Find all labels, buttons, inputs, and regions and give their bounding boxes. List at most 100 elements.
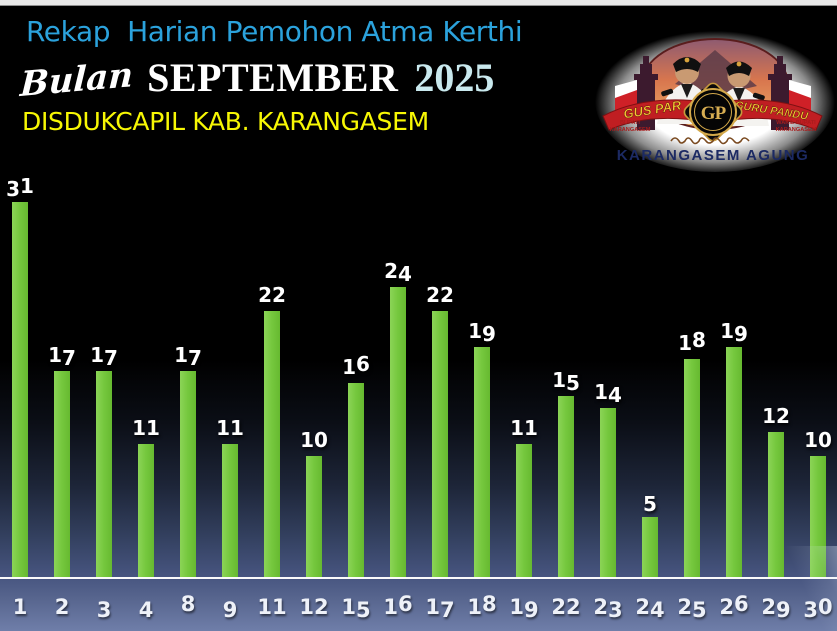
bar — [600, 407, 616, 577]
gp-emblem: GP — [683, 82, 743, 142]
bar — [348, 383, 364, 577]
bar-value-label: 11 — [132, 415, 160, 440]
left-caption: BUPATI KARANGASEM — [610, 120, 651, 133]
organization-name: DISDUKCAPIL KAB. KARANGASEM — [22, 107, 429, 136]
x-axis-tick: 11 — [251, 595, 293, 619]
svg-text:KARANGASEM: KARANGASEM — [776, 127, 817, 133]
x-axis-tick-label: 15 — [341, 595, 371, 622]
bar-value-label: 11 — [216, 415, 244, 440]
bar — [54, 371, 70, 577]
subtitle-year: 2025 — [414, 55, 495, 100]
x-axis-tick-label: 17 — [425, 595, 455, 622]
bar-value-label: 22 — [258, 282, 286, 307]
x-axis-tick-label: 23 — [593, 595, 623, 622]
balinese-script — [670, 137, 750, 145]
x-axis-tick-label: 1 — [12, 595, 28, 619]
x-axis-tick-label: 12 — [299, 595, 329, 619]
bar-column: 24 — [377, 259, 419, 577]
x-axis-tick-label: 30 — [803, 595, 833, 622]
x-axis-tick-label: 29 — [761, 595, 791, 622]
bar-value-label: 19 — [720, 319, 748, 347]
window-top-strip — [0, 0, 837, 6]
bar-column: 10 — [293, 428, 335, 577]
x-axis-tick-label: 22 — [551, 595, 581, 619]
x-axis-tick-label: 16 — [383, 592, 413, 619]
bar-value-label: 24 — [384, 258, 412, 286]
x-axis-tick-label: 18 — [467, 592, 497, 619]
bar-value-label: 18 — [678, 328, 706, 356]
right-caption: WAKIL BUPATI KARANGASEM — [776, 120, 817, 133]
bar-column: 12 — [755, 404, 797, 577]
x-axis-tick: 8 — [167, 592, 209, 619]
bar — [684, 359, 700, 577]
bar-value-label: 14 — [594, 379, 622, 407]
bar-column: 31 — [0, 174, 41, 577]
bar-value-label: 19 — [468, 319, 496, 347]
bar — [390, 286, 406, 577]
logo-graphic: GUS PAR GURU PANDU GP BUPATI KARANGASEM … — [595, 28, 835, 172]
bar — [432, 310, 448, 577]
bar-value-label: 17 — [90, 343, 118, 371]
bar — [474, 347, 490, 577]
x-axis-tick: 12 — [293, 595, 335, 619]
x-axis-tick: 26 — [713, 592, 755, 619]
bar-column: 22 — [251, 283, 293, 577]
svg-text:KARANGASEM: KARANGASEM — [610, 127, 651, 133]
x-axis-tick-label: 9 — [222, 598, 238, 622]
bar-column: 17 — [41, 343, 83, 577]
bar — [12, 201, 28, 577]
x-axis-tick-label: 24 — [635, 595, 665, 622]
bar-value-label: 10 — [804, 428, 832, 452]
x-axis-tick-label: 25 — [677, 595, 707, 622]
bar — [810, 456, 826, 577]
subtitle-line: Bulan SEPTEMBER 2025 — [19, 54, 495, 106]
x-axis-tick: 22 — [545, 595, 587, 619]
x-axis-labels-row: 1 2 3 4 8 9 11 12 15 16 17 18 19 22 23 24 25 26 29 30 — [0, 579, 837, 631]
bar-column: 17 — [167, 343, 209, 577]
bar — [180, 371, 196, 577]
bar-column: 18 — [671, 328, 713, 577]
bar — [138, 443, 154, 577]
bar-column: 17 — [83, 343, 125, 577]
x-axis-tick: 4 — [125, 595, 167, 622]
x-axis-tick: 16 — [377, 592, 419, 619]
bar — [642, 516, 658, 577]
bar-column: 22 — [419, 283, 461, 577]
x-axis-tick: 30 — [797, 595, 837, 622]
x-axis-tick: 9 — [209, 595, 251, 622]
bar-column: 5 — [629, 489, 671, 577]
bar — [516, 443, 532, 577]
x-axis-tick: 29 — [755, 595, 797, 622]
x-axis-tick: 17 — [419, 595, 461, 622]
x-axis-tick-label: 19 — [509, 595, 539, 622]
bar-value-label: 11 — [510, 415, 538, 440]
x-axis-tick: 1 — [0, 595, 41, 619]
bar-column: 16 — [335, 352, 377, 577]
bar-value-label: 15 — [552, 367, 580, 395]
bar-chart-plot-area: 31 17 17 11 17 11 22 10 16 24 22 19 11 15 14 5 18 19 12 10 — [0, 147, 837, 577]
bar-value-label: 5 — [643, 491, 657, 516]
bar-value-label: 12 — [762, 403, 790, 428]
bar-column: 11 — [209, 416, 251, 577]
bar-column: 19 — [461, 319, 503, 577]
x-axis-tick: 3 — [83, 595, 125, 622]
karangasem-agung-logo: GUS PAR GURU PANDU GP BUPATI KARANGASEM … — [585, 20, 837, 175]
x-axis-tick: 19 — [503, 595, 545, 622]
subtitle-bulan: Bulan — [19, 54, 134, 106]
x-axis-tick: 18 — [461, 592, 503, 619]
bar — [96, 371, 112, 577]
page-title: Rekap Harian Pemohon Atma Kerthi — [26, 15, 523, 48]
bar-value-label: 10 — [300, 428, 328, 452]
x-axis-tick-label: 2 — [54, 595, 70, 619]
bar-value-label: 17 — [48, 343, 76, 371]
subtitle-month: SEPTEMBER — [147, 55, 399, 100]
bar-column: 19 — [713, 319, 755, 577]
x-axis-tick-label: 11 — [257, 595, 287, 619]
logo-bottom-text: KARANGASEM AGUNG — [617, 147, 810, 164]
x-axis-tick: 25 — [671, 595, 713, 622]
bar-value-label: 17 — [174, 343, 202, 371]
x-axis-tick-label: 26 — [719, 592, 749, 619]
x-axis-tick: 24 — [629, 595, 671, 622]
x-axis-tick: 15 — [335, 595, 377, 622]
svg-text:WAKIL BUPATI: WAKIL BUPATI — [776, 120, 816, 126]
